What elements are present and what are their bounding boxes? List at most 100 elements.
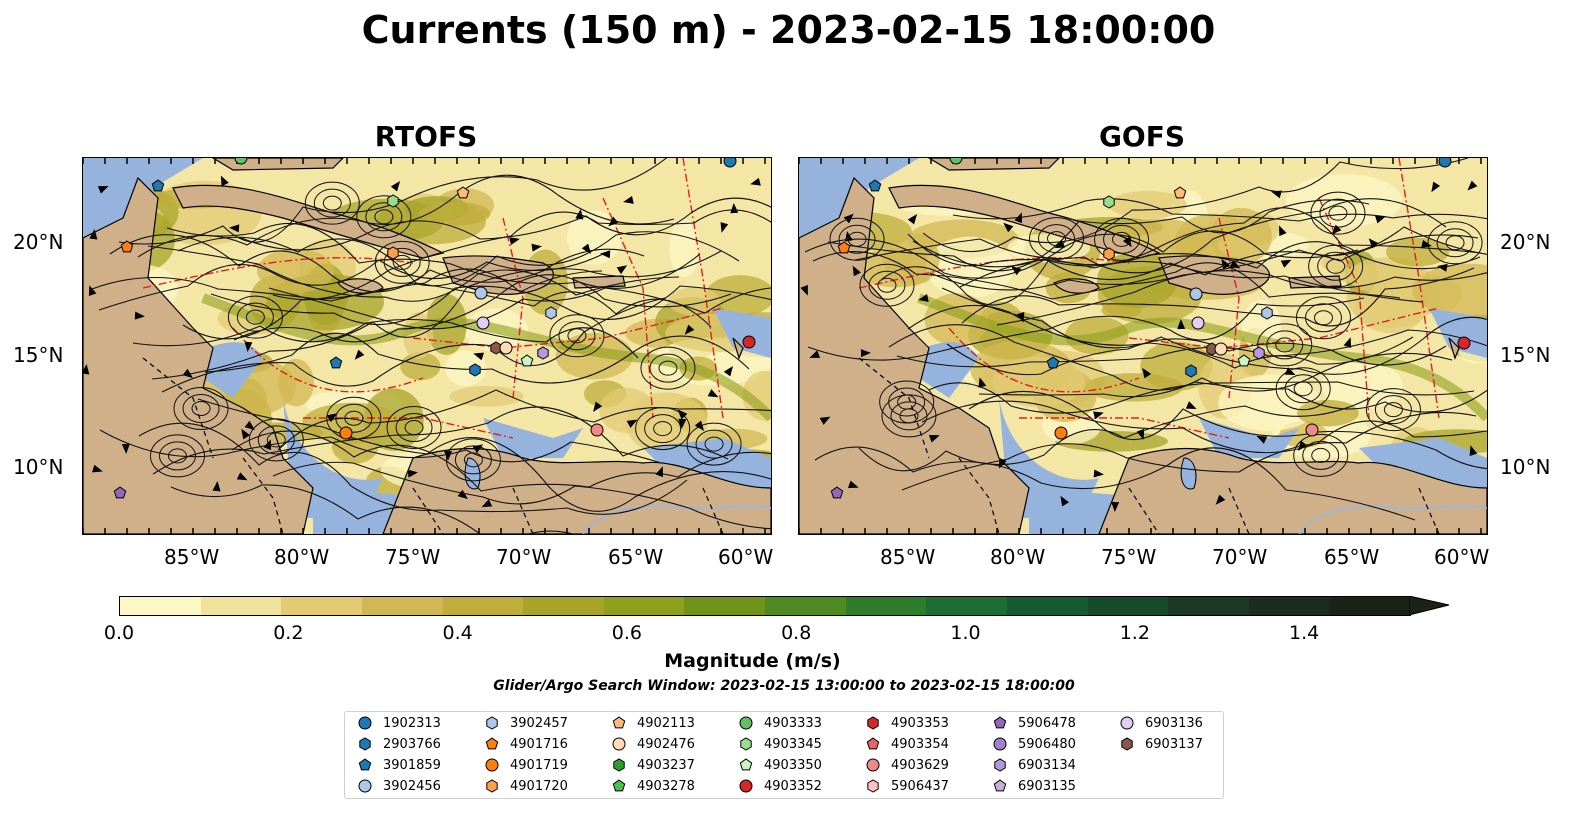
landmass (572, 275, 626, 289)
streamline (238, 197, 771, 251)
float-marker-3901859 (868, 179, 882, 192)
flow-arrow (1011, 265, 1022, 276)
streamline (137, 174, 675, 258)
flow-arrow (1431, 181, 1441, 193)
legend-label: 4903333 (764, 715, 822, 731)
float-marker-5906478 (113, 486, 127, 499)
flow-arrow (800, 284, 808, 296)
flow-arrow (1284, 367, 1296, 376)
eddy-streamline (245, 309, 265, 325)
latitude-label-right: 20°N (1500, 230, 1551, 254)
eddy-streamline (392, 254, 412, 270)
streamline (996, 270, 1487, 326)
streamline (138, 422, 688, 515)
eddy-streamline (658, 360, 678, 376)
eddy-streamline (167, 448, 187, 464)
flow-arrow (1185, 401, 1197, 410)
colorbar-extend-arrow (1409, 596, 1450, 616)
speed-patch (418, 201, 491, 226)
eddy-streamline (829, 217, 885, 261)
streamline (907, 233, 1479, 276)
eddy-streamline (1275, 337, 1295, 353)
flow-arrow (1003, 222, 1014, 233)
flow-arrow (907, 214, 918, 225)
eddy-streamline (173, 386, 229, 430)
streamline (166, 222, 701, 289)
legend-item: 6903135 (992, 778, 1076, 794)
legend-marker-shape (612, 737, 626, 751)
flow-arrow (1177, 319, 1186, 330)
longitude-label: 85°W (164, 545, 220, 569)
map-gofs (798, 157, 1488, 535)
eddy-streamline (877, 277, 897, 293)
flow-arrow (847, 480, 859, 489)
flow-arrow (684, 324, 695, 335)
eddy-streamline (395, 413, 433, 443)
legend-item: 4903352 (738, 778, 822, 794)
float-marker-3901859 (329, 356, 343, 369)
search-window-caption: Glider/Argo Search Window: 2023-02-15 13… (493, 678, 1075, 694)
flow-arrow (92, 464, 103, 473)
legend-item: 1902313 (357, 715, 441, 731)
legend-label: 3902457 (510, 715, 568, 731)
legend-label: 5906480 (1018, 736, 1076, 752)
legend-marker (1121, 737, 1133, 751)
flow-arrow (575, 209, 584, 220)
flow-arrow (244, 341, 253, 352)
flow-arrow (844, 231, 853, 242)
flow-arrow (593, 401, 603, 413)
flow-arrow (134, 311, 145, 320)
flow-arrow (608, 216, 619, 227)
legend-marker-shape (993, 716, 1007, 729)
float-marker-4901719 (1054, 426, 1068, 440)
country-border (858, 357, 930, 459)
flow-arrow (1111, 501, 1120, 512)
eddy-streamline (1374, 395, 1412, 425)
eddy-streamline (838, 224, 876, 254)
streamline (151, 250, 722, 380)
eddy-streamline (149, 434, 205, 478)
legend-label: 4903237 (637, 757, 695, 773)
eez-boundary (1398, 158, 1440, 419)
speed-patch (669, 219, 700, 278)
legend-marker (993, 716, 1007, 729)
flow-arrow (457, 489, 468, 500)
country-border (142, 357, 214, 459)
eez-boundary (412, 307, 724, 349)
colorbar-segment (442, 597, 524, 615)
flow-arrow (1014, 212, 1022, 224)
map-canvas (83, 158, 771, 534)
legend-item: 4902476 (611, 736, 695, 752)
flow-arrow (1280, 259, 1292, 268)
streamline (182, 231, 740, 340)
longitude-label: 75°W (385, 545, 441, 569)
longitude-label: 85°W (880, 545, 936, 569)
flow-arrow (1368, 238, 1379, 249)
streamline (210, 285, 771, 325)
float-marker-3902457 (545, 306, 557, 320)
flow-arrow (1467, 180, 1478, 191)
flow-arrow (1279, 225, 1287, 237)
flow-arrow (1054, 240, 1066, 249)
colorbar-tick-label: 0.6 (611, 622, 642, 644)
legend-item: 4903354 (865, 736, 949, 752)
legend-marker (358, 779, 372, 793)
streamline (827, 199, 1370, 272)
speed-patch (1097, 252, 1178, 308)
flow-arrow (678, 418, 687, 429)
eez-boundary (1218, 217, 1240, 399)
legend-label: 4903345 (764, 736, 822, 752)
eddy-streamline (1295, 296, 1351, 340)
legend-marker-shape (993, 737, 1007, 751)
flow-arrow (720, 222, 729, 233)
legend-label: 4903350 (764, 757, 822, 773)
float-marker-4903629 (590, 423, 604, 437)
legend-marker (867, 716, 879, 730)
eddy-streamline (335, 403, 373, 433)
latitude-label-left: 10°N (13, 455, 64, 479)
speed-patch (992, 356, 1085, 408)
eez-boundary (232, 327, 424, 393)
landmass (732, 337, 744, 360)
legend-label: 4902476 (637, 736, 695, 752)
flow-arrow (1343, 337, 1352, 349)
